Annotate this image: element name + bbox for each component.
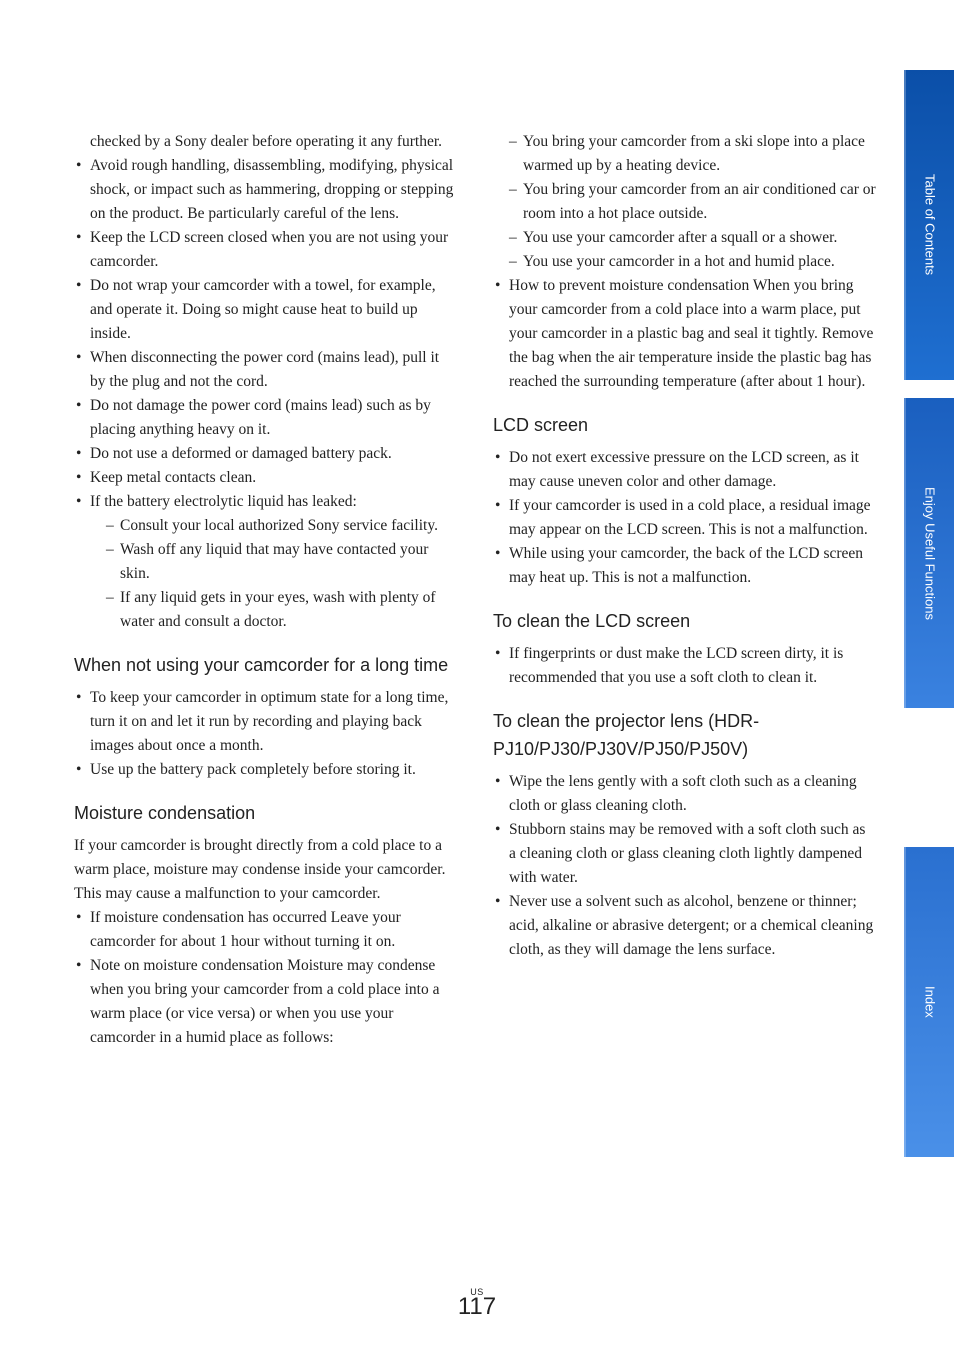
tab-label: Enjoy Useful Functions (923, 487, 938, 620)
sub-item: If any liquid gets in your eyes, wash wi… (106, 586, 457, 634)
list-item: Do not wrap your camcorder with a towel,… (74, 274, 457, 346)
list-item: While using your camcorder, the back of … (493, 542, 876, 590)
tab-table-of-contents[interactable]: Table of Contents (904, 70, 954, 380)
sub-item: You use your camcorder after a squall or… (509, 226, 876, 250)
tab-index[interactable]: Index (904, 847, 954, 1157)
list-item: To keep your camcorder in optimum state … (74, 686, 457, 758)
list-item: Note on moisture condensation Moisture m… (74, 954, 457, 1050)
bullet-list: To keep your camcorder in optimum state … (74, 686, 457, 782)
list-item: Do not use a deformed or damaged battery… (74, 442, 457, 466)
tab-flex-gap (904, 726, 954, 847)
tab-gap (904, 708, 954, 726)
page-number: US 117 (458, 1287, 496, 1321)
list-item: If your camcorder is used in a cold plac… (493, 494, 876, 542)
list-item: Wipe the lens gently with a soft cloth s… (493, 770, 876, 818)
sub-item: Consult your local authorized Sony servi… (106, 514, 457, 538)
list-item: Keep the LCD screen closed when you are … (74, 226, 457, 274)
page-number-value: 117 (458, 1293, 496, 1320)
tab-label: Table of Contents (923, 174, 938, 275)
list-item: Use up the battery pack completely befor… (74, 758, 457, 782)
bullet-list: Wipe the lens gently with a soft cloth s… (493, 770, 876, 962)
tab-label: Index (923, 986, 938, 1018)
list-item: If fingerprints or dust make the LCD scr… (493, 642, 876, 690)
sub-list: Consult your local authorized Sony servi… (90, 514, 457, 634)
list-item: If moisture condensation has occurred Le… (74, 906, 457, 954)
right-column: You bring your camcorder from a ski slop… (493, 130, 876, 1317)
section-heading: When not using your camcorder for a long… (74, 652, 457, 680)
list-item: Stubborn stains may be removed with a so… (493, 818, 876, 890)
list-item: Do not exert excessive pressure on the L… (493, 446, 876, 494)
sub-item: You bring your camcorder from a ski slop… (509, 130, 876, 178)
list-item: Avoid rough handling, disassembling, mod… (74, 154, 457, 226)
tab-spacer (904, 0, 954, 70)
page: checked by a Sony dealer before operatin… (0, 0, 954, 1357)
content-area: checked by a Sony dealer before operatin… (0, 0, 904, 1357)
sub-item: You use your camcorder in a hot and humi… (509, 250, 876, 274)
list-item: Never use a solvent such as alcohol, ben… (493, 890, 876, 962)
section-heading: To clean the projector lens (HDR-PJ10/PJ… (493, 708, 876, 764)
bullet-list: How to prevent moisture condensation Whe… (493, 274, 876, 394)
list-item-lead: Note on moisture condensation (90, 957, 283, 974)
section-heading: LCD screen (493, 412, 876, 440)
list-item: Do not damage the power cord (mains lead… (74, 394, 457, 442)
sub-list: You bring your camcorder from a ski slop… (493, 130, 876, 274)
tab-enjoy-useful-functions[interactable]: Enjoy Useful Functions (904, 398, 954, 708)
list-item: When disconnecting the power cord (mains… (74, 346, 457, 394)
section-heading: To clean the LCD screen (493, 608, 876, 636)
continued-text: checked by a Sony dealer before operatin… (74, 130, 457, 154)
section-heading: Moisture condensation (74, 800, 457, 828)
tab-bottom-spacer (904, 1157, 954, 1357)
list-item: If the battery electrolytic liquid has l… (74, 490, 457, 634)
sub-item: Wash off any liquid that may have contac… (106, 538, 457, 586)
paragraph: If your camcorder is brought directly fr… (74, 834, 457, 906)
sub-item: You bring your camcorder from an air con… (509, 178, 876, 226)
bullet-list: Avoid rough handling, disassembling, mod… (74, 154, 457, 634)
list-item-text: If the battery electrolytic liquid has l… (90, 493, 357, 510)
sidebar-tabs: Table of Contents Enjoy Useful Functions… (904, 0, 954, 1357)
list-item-lead: How to prevent moisture condensation (509, 277, 749, 294)
bullet-list: Do not exert excessive pressure on the L… (493, 446, 876, 590)
bullet-list: If fingerprints or dust make the LCD scr… (493, 642, 876, 690)
tab-gap (904, 380, 954, 398)
list-item: How to prevent moisture condensation Whe… (493, 274, 876, 394)
bullet-list: If moisture condensation has occurred Le… (74, 906, 457, 1050)
list-item: Keep metal contacts clean. (74, 466, 457, 490)
list-item-lead: If moisture condensation has occurred (90, 909, 327, 926)
left-column: checked by a Sony dealer before operatin… (74, 130, 457, 1317)
